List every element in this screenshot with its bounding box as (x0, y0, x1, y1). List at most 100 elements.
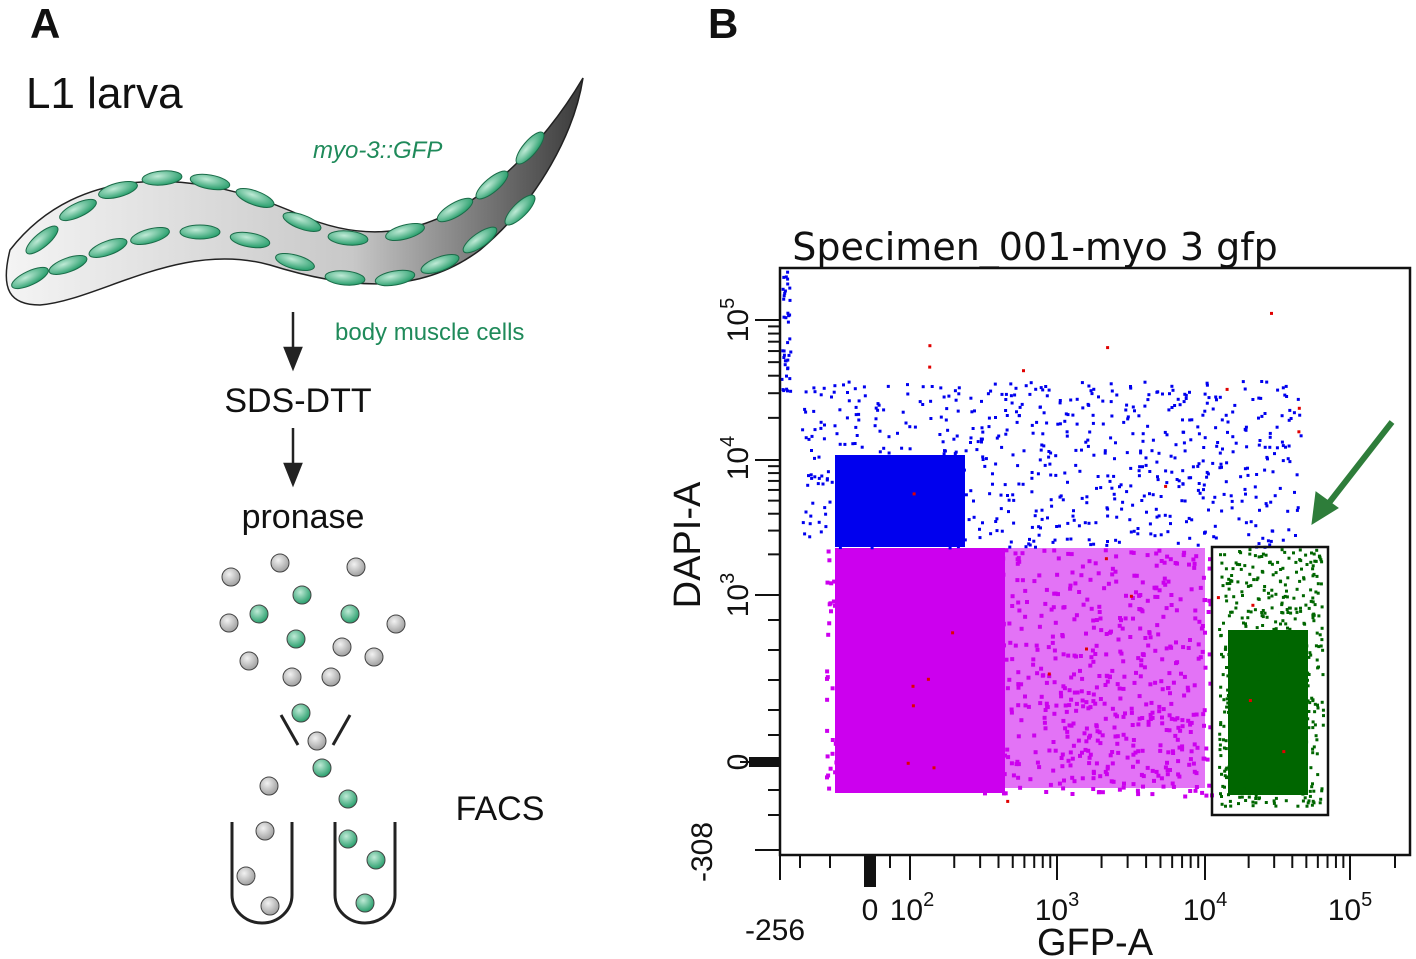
event (1067, 688, 1072, 693)
event (1257, 680, 1261, 684)
event (994, 520, 998, 523)
event (1153, 680, 1158, 685)
event (854, 648, 859, 653)
event (1223, 553, 1227, 557)
event (1084, 700, 1089, 705)
event (1248, 552, 1252, 556)
event (1164, 728, 1169, 732)
event (1006, 494, 1009, 497)
event (1290, 740, 1294, 744)
event (929, 582, 934, 587)
event (980, 426, 984, 430)
event (1149, 700, 1154, 705)
event (1118, 696, 1123, 701)
event (1219, 633, 1223, 637)
event (833, 770, 838, 775)
muscle-cell (229, 231, 271, 249)
cell (355, 893, 375, 913)
event (1253, 788, 1257, 792)
event (976, 653, 981, 657)
event (1285, 589, 1288, 593)
event (1296, 726, 1300, 730)
event (819, 530, 823, 534)
event (1266, 757, 1270, 761)
event (1288, 408, 1292, 412)
event (1040, 443, 1044, 447)
event (1202, 488, 1205, 492)
event (1314, 734, 1318, 738)
event (973, 715, 978, 720)
event (1034, 509, 1038, 513)
event (1088, 577, 1093, 582)
event (1000, 445, 1004, 449)
event (893, 626, 898, 631)
event (885, 694, 890, 699)
event (1207, 508, 1210, 512)
event (1264, 502, 1268, 506)
event (1288, 758, 1292, 762)
event (1226, 694, 1230, 697)
event (783, 363, 787, 367)
event (1225, 775, 1229, 779)
event (866, 557, 871, 561)
event (1300, 632, 1304, 636)
event (969, 489, 973, 493)
event (1138, 674, 1143, 679)
event (1295, 610, 1299, 614)
event (1134, 670, 1138, 675)
event (1292, 596, 1296, 600)
event (1025, 600, 1029, 604)
event (869, 700, 874, 705)
tick-base: 10 (722, 309, 755, 342)
event (1319, 558, 1323, 562)
event (840, 504, 844, 508)
event (1229, 804, 1233, 808)
cell (239, 651, 259, 671)
event (1218, 743, 1222, 747)
event (1140, 609, 1145, 614)
event (1132, 680, 1137, 685)
event (1026, 675, 1031, 680)
event (1177, 774, 1182, 779)
event (782, 356, 786, 359)
event (1060, 764, 1065, 769)
event (1066, 758, 1071, 763)
muscle-cell (25, 225, 59, 255)
event (902, 556, 907, 560)
event (1225, 582, 1229, 586)
event (1304, 656, 1308, 660)
event (972, 597, 977, 602)
event (1013, 551, 1018, 556)
event (1253, 636, 1257, 640)
event (1269, 734, 1273, 738)
event (1016, 734, 1021, 739)
event (1219, 553, 1222, 557)
event (1122, 674, 1127, 679)
event (1244, 622, 1247, 626)
event (1298, 579, 1302, 583)
event (959, 675, 964, 680)
event (836, 670, 841, 675)
event (840, 713, 845, 717)
event (1175, 716, 1180, 721)
event (904, 686, 909, 691)
event (883, 750, 888, 755)
event (1204, 746, 1209, 751)
event (806, 483, 810, 487)
event (1311, 747, 1315, 751)
event (1238, 789, 1242, 792)
event (1021, 482, 1025, 486)
event (992, 580, 997, 585)
event (1247, 533, 1251, 537)
event (1041, 388, 1045, 392)
event (1080, 448, 1083, 452)
event (1058, 399, 1062, 402)
event (1249, 632, 1253, 636)
event (1165, 760, 1169, 765)
event (975, 596, 980, 601)
event (1019, 718, 1024, 723)
event (826, 632, 831, 637)
muscle-cell (235, 188, 275, 208)
event (1039, 448, 1043, 452)
event (1281, 386, 1285, 390)
